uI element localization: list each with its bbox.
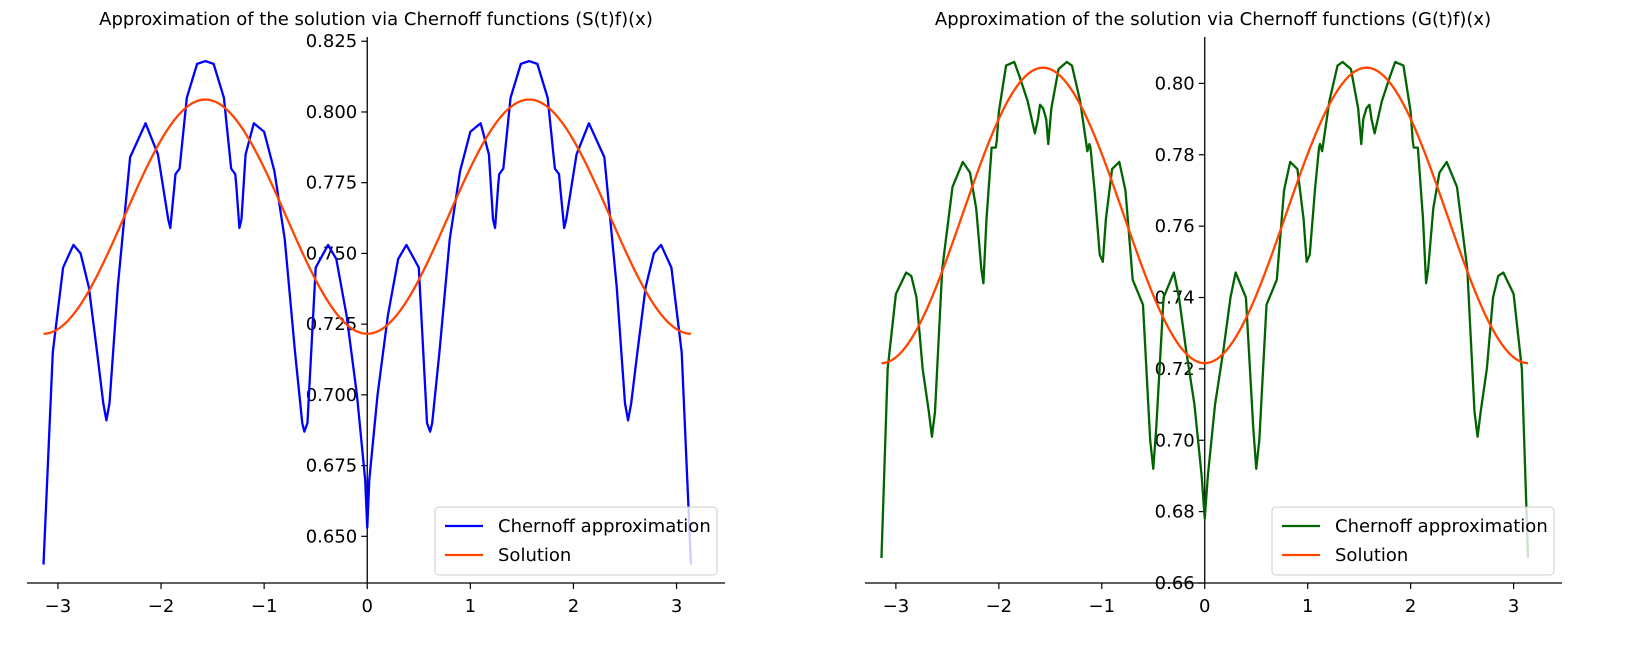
x-tick-label: 0	[362, 596, 373, 617]
x-tick-label: −3	[883, 596, 910, 617]
x-tick-label: −2	[148, 596, 175, 617]
legend-label: Solution	[498, 545, 571, 566]
x-tick-label: 0	[1199, 596, 1210, 617]
legend-label: Chernoff approximation	[498, 516, 711, 537]
x-tick-label: 1	[1302, 596, 1313, 617]
x-tick-label: 2	[1405, 596, 1416, 617]
legend-label: Chernoff approximation	[1335, 516, 1548, 537]
legend-label: Solution	[1335, 545, 1408, 566]
x-tick-label: 3	[671, 596, 682, 617]
chart-left: −3 −2 −1 0 1 2 3 0.650 0.675 0.700 0.725 0.750 0.775…	[27, 9, 725, 617]
y-tick-label: 0.80	[1155, 73, 1195, 94]
y-tick-label: 0.825	[306, 31, 358, 52]
x-tick-label: −3	[45, 596, 72, 617]
y-tick-label: 0.78	[1155, 145, 1195, 166]
chernoff-approximation-line	[880, 60, 1530, 559]
x-tick-label: 3	[1508, 596, 1519, 617]
x-tick-label: 1	[465, 596, 476, 617]
legend: Chernoff approximation Solution	[1271, 506, 1555, 576]
legend-box	[1271, 506, 1555, 576]
x-tick-label: −1	[1089, 596, 1116, 617]
y-tick-label: 0.650	[306, 526, 358, 547]
y-tick-label: 0.72	[1155, 359, 1195, 380]
chart-title: Approximation of the solution via Cherno…	[99, 9, 653, 30]
legend: Chernoff approximation Solution	[434, 506, 718, 576]
solution-line	[881, 66, 1529, 365]
y-tick-label: 0.68	[1155, 502, 1195, 523]
chart-title: Approximation of the solution via Cherno…	[935, 9, 1491, 30]
chernoff-approximation-line	[42, 59, 693, 565]
y-tick-label: 0.66	[1155, 573, 1195, 594]
legend-box	[434, 506, 718, 576]
y-tick-label: 0.70	[1155, 430, 1195, 451]
chart-right: −3 −2 −1 0 1 2 3 0.66 0.68 0.70 0.72 0.74 0.76 0.78 0.…	[865, 9, 1562, 617]
y-tick-label: 0.675	[306, 456, 358, 477]
y-tick-label: 0.775	[306, 173, 358, 194]
y-tick-label: 0.800	[306, 102, 358, 123]
y-tick-label: 0.74	[1155, 288, 1195, 309]
y-tick-label: 0.725	[306, 314, 358, 335]
y-tick-label: 0.76	[1155, 216, 1195, 237]
x-tick-label: −1	[251, 596, 278, 617]
y-tick-label: 0.700	[306, 385, 358, 406]
solution-line	[43, 98, 692, 335]
x-tick-label: 2	[568, 596, 579, 617]
y-tick-label: 0.750	[306, 243, 358, 264]
x-tick-label: −2	[986, 596, 1013, 617]
